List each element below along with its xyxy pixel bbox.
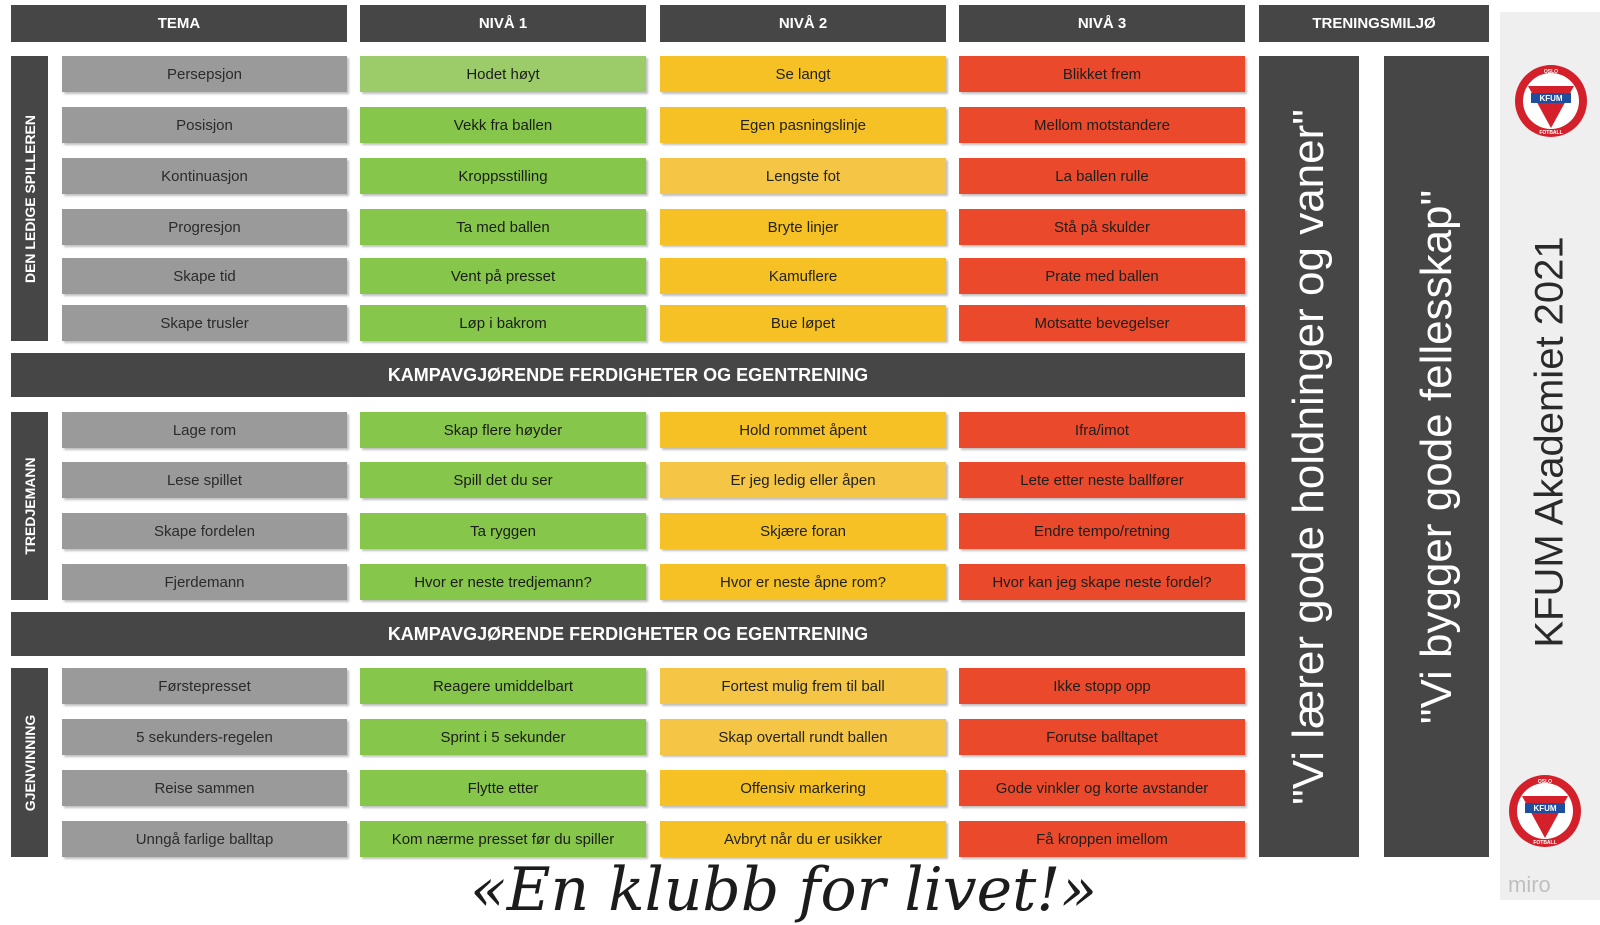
niva3-cell: Gode vinkler og korte avstander — [959, 770, 1245, 806]
quote-column-holdninger: "Vi lærer gode holdninger og vaner" — [1259, 56, 1359, 857]
tema-cell: Skape trusler — [62, 305, 347, 341]
niva3-cell: Ikke stopp opp — [959, 668, 1245, 704]
niva3-cell: Mellom motstandere — [959, 107, 1245, 143]
niva3-cell: Hvor kan jeg skape neste fordel? — [959, 564, 1245, 600]
niva2-cell: Hold rommet åpent — [660, 412, 946, 448]
logo-bottom-text: FOTBALL — [1533, 840, 1556, 846]
niva1-cell: Kom nærme presset før du spiller — [360, 821, 646, 857]
niva2-cell: Skap overtall rundt ballen — [660, 719, 946, 755]
banner-kampavgjorende: KAMPAVGJØRENDE FERDIGHETER OG EGENTRENIN… — [11, 612, 1245, 656]
niva2-cell: Bryte linjer — [660, 209, 946, 245]
niva2-cell: Fortest mulig frem til ball — [660, 668, 946, 704]
niva2-cell: Er jeg ledig eller åpen — [660, 462, 946, 498]
banner-kampavgjorende: KAMPAVGJØRENDE FERDIGHETER OG EGENTRENIN… — [11, 353, 1245, 397]
section-label-text: GJENVINNING — [21, 714, 38, 811]
niva1-cell: Vekk fra ballen — [360, 107, 646, 143]
niva3-cell: Ifra/imot — [959, 412, 1245, 448]
niva3-cell: Endre tempo/retning — [959, 513, 1245, 549]
header-niva-2: NIVÅ 2 — [660, 5, 946, 42]
tema-cell: Lese spillet — [62, 462, 347, 498]
logo-mid-text: KFUM — [1539, 94, 1562, 103]
header-treningsmiljo: TRENINGSMILJØ — [1259, 5, 1489, 42]
header-niva-3: NIVÅ 3 — [959, 5, 1245, 42]
niva2-cell: Offensiv markering — [660, 770, 946, 806]
niva1-cell: Flytte etter — [360, 770, 646, 806]
tema-cell: Skape fordelen — [62, 513, 347, 549]
niva1-cell: Reagere umiddelbart — [360, 668, 646, 704]
niva1-cell: Spill det du ser — [360, 462, 646, 498]
niva1-cell: Hvor er neste tredjemann? — [360, 564, 646, 600]
logo-top-text: OSLO — [1544, 69, 1558, 75]
niva3-cell: Motsatte bevegelser — [959, 305, 1245, 341]
header-tema: TEMA — [11, 5, 347, 42]
tema-cell: Fjerdemann — [62, 564, 347, 600]
niva2-cell: Skjære foran — [660, 513, 946, 549]
niva1-cell: Hodet høyt — [360, 56, 646, 92]
section-label-text: TREDJEMANN — [21, 457, 38, 555]
section-label-text: DEN LEDIGE SPILLEREN — [21, 114, 38, 283]
section-label-gjenvinning: GJENVINNING — [11, 668, 48, 857]
niva1-cell: Kroppsstilling — [360, 158, 646, 194]
tema-cell: Reise sammen — [62, 770, 347, 806]
logo-top-text: OSLO — [1538, 779, 1552, 785]
quote-holdninger: "Vi lærer gode holdninger og vaner" — [1284, 108, 1333, 805]
kfum-logo-icon: KFUM OSLO FOTBALL — [1515, 65, 1587, 137]
kfum-logo-icon: KFUM OSLO FOTBALL — [1509, 775, 1581, 847]
tema-cell: Skape tid — [62, 258, 347, 294]
niva2-cell: Se langt — [660, 56, 946, 92]
tema-cell: Unngå farlige balltap — [62, 821, 347, 857]
brand-title-holder: KFUM Akademiet 2021 — [1500, 162, 1600, 722]
section-label-den-ledige-spilleren: DEN LEDIGE SPILLEREN — [11, 56, 48, 341]
niva2-cell: Kamuflere — [660, 258, 946, 294]
niva3-cell: Prate med ballen — [959, 258, 1245, 294]
tema-cell: Posisjon — [62, 107, 347, 143]
tema-cell: Førstepresset — [62, 668, 347, 704]
niva3-cell: Få kroppen imellom — [959, 821, 1245, 857]
brand-title: KFUM Akademiet 2021 — [1527, 236, 1572, 648]
tema-cell: Progresjon — [62, 209, 347, 245]
niva1-cell: Ta ryggen — [360, 513, 646, 549]
niva1-cell: Sprint i 5 sekunder — [360, 719, 646, 755]
niva2-cell: Bue løpet — [660, 305, 946, 341]
niva3-cell: Forutse balltapet — [959, 719, 1245, 755]
niva2-cell: Lengste fot — [660, 158, 946, 194]
quote-fellesskap: "Vi bygger gode fellesskap" — [1411, 189, 1461, 724]
tema-cell: Persepsjon — [62, 56, 347, 92]
tema-cell: Kontinuasjon — [62, 158, 347, 194]
miro-watermark: miro — [1508, 872, 1551, 897]
niva2-cell: Egen pasningslinje — [660, 107, 946, 143]
club-motto: «En klubb for livet!» — [470, 855, 1098, 925]
header-niva-1: NIVÅ 1 — [360, 5, 646, 42]
tema-cell: Lage rom — [62, 412, 347, 448]
niva1-cell: Ta med ballen — [360, 209, 646, 245]
section-label-tredjemann: TREDJEMANN — [11, 412, 48, 600]
niva3-cell: Blikket frem — [959, 56, 1245, 92]
niva3-cell: Stå på skulder — [959, 209, 1245, 245]
niva1-cell: Løp i bakrom — [360, 305, 646, 341]
brand-panel: KFUM OSLO FOTBALL KFUM Akademiet 2021 KF… — [1500, 12, 1600, 900]
niva2-cell: Avbryt når du er usikker — [660, 821, 946, 857]
niva2-cell: Hvor er neste åpne rom? — [660, 564, 946, 600]
niva1-cell: Vent på presset — [360, 258, 646, 294]
quote-column-fellesskap: "Vi bygger gode fellesskap" — [1384, 56, 1489, 857]
niva1-cell: Skap flere høyder — [360, 412, 646, 448]
niva3-cell: Lete etter neste ballfører — [959, 462, 1245, 498]
logo-bottom-text: FOTBALL — [1539, 130, 1562, 136]
logo-mid-text: KFUM — [1533, 804, 1556, 813]
tema-cell: 5 sekunders-regelen — [62, 719, 347, 755]
niva3-cell: La ballen rulle — [959, 158, 1245, 194]
